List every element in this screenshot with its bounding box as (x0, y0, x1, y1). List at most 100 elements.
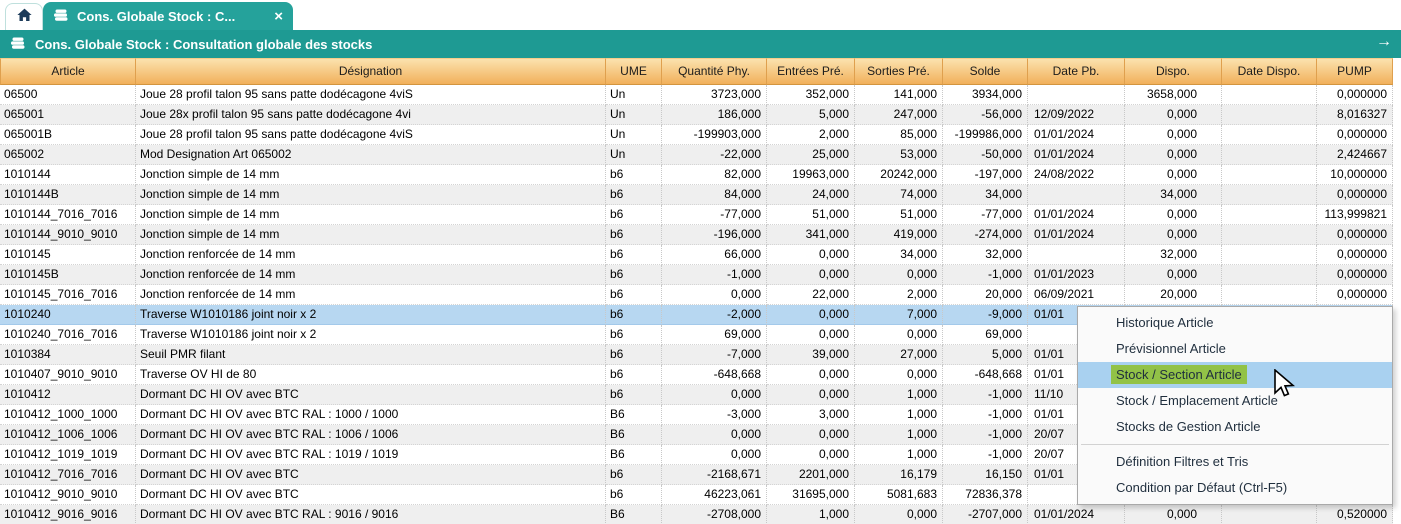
cell-dispo: 34,000 (1125, 185, 1222, 205)
cell-designation: Joue 28x profil talon 95 sans patte dodé… (136, 105, 606, 125)
cell-sorties-pre: 5081,683 (855, 485, 943, 505)
cell-solde: -274,000 (943, 225, 1028, 245)
table-row-1010407-9010-9010[interactable]: 1010407_9010_9010 Traverse OV HI de 80 b6-… (0, 365, 1393, 385)
cell-ume: b6 (606, 305, 662, 325)
cell-entrees-pre: 341,000 (767, 225, 855, 245)
cell-date-dispo (1222, 225, 1317, 245)
menu-item-definition-filtres-et-tris[interactable]: Définition Filtres et Tris (1078, 449, 1392, 475)
menu-item-historique-article[interactable]: Historique Article (1078, 310, 1392, 336)
cell-sorties-pre: 7,000 (855, 305, 943, 325)
cell-quantite-phy: 46223,061 (662, 485, 767, 505)
table-row-1010144-9010-9010[interactable]: 1010144_9010_9010 Jonction simple de 14 m… (0, 225, 1393, 245)
table-row-1010412-1006-1006[interactable]: 1010412_1006_1006 Dormant DC HI OV avec B… (0, 425, 1393, 445)
cell-sorties-pre: 1,000 (855, 445, 943, 465)
column-header-entrees-pre[interactable]: Entrées Pré. (767, 58, 855, 85)
cell-date-pb: 01/01/2023 (1028, 265, 1125, 285)
cell-solde: -77,000 (943, 205, 1028, 225)
column-header-quantite-phy[interactable]: Quantité Phy. (662, 58, 767, 85)
cell-article: 1010145_7016_7016 (0, 285, 136, 305)
cell-entrees-pre: 0,000 (767, 325, 855, 345)
menu-item-label: Condition par Défaut (Ctrl-F5) (1116, 480, 1288, 495)
cell-sorties-pre: 0,000 (855, 325, 943, 345)
menu-item-stock-section-article[interactable]: Stock / Section Article (1078, 362, 1392, 388)
table-row-1010412-7016-7016[interactable]: 1010412_7016_7016 Dormant DC HI OV avec B… (0, 465, 1393, 485)
column-header-article[interactable]: Article (0, 58, 136, 85)
menu-item-condition-par-defaut-ctrl-f5[interactable]: Condition par Défaut (Ctrl-F5) (1078, 475, 1392, 501)
cell-pump: 2,424667 (1317, 145, 1393, 165)
menu-item-label: Stocks de Gestion Article (1116, 419, 1261, 434)
column-header-date-pb[interactable]: Date Pb. (1028, 58, 1125, 85)
tab-home[interactable] (5, 3, 43, 30)
cell-quantite-phy: 84,000 (662, 185, 767, 205)
cell-quantite-phy: 82,000 (662, 165, 767, 185)
table-row-1010412-9010-9010[interactable]: 1010412_9010_9010 Dormant DC HI OV avec B… (0, 485, 1393, 505)
cell-date-dispo (1222, 245, 1317, 265)
menu-separator (1081, 444, 1389, 445)
table-row-1010384[interactable]: 1010384 Seuil PMR filant b6 -7,000 39,000 27,… (0, 345, 1393, 365)
cell-solde: 20,000 (943, 285, 1028, 305)
cell-dispo: 20,000 (1125, 285, 1222, 305)
column-header-ume[interactable]: UME (606, 58, 662, 85)
cell-designation: Joue 28 profil talon 95 sans patte dodéc… (136, 85, 606, 105)
column-header-date-dispo[interactable]: Date Dispo. (1222, 58, 1317, 85)
cell-solde: 16,150 (943, 465, 1028, 485)
home-icon (16, 7, 33, 28)
cell-solde: -1,000 (943, 385, 1028, 405)
table-row-1010145-7016-7016[interactable]: 1010145_7016_7016 Jonction renforcée de 1… (0, 285, 1393, 305)
close-icon[interactable]: × (274, 7, 283, 25)
table-row-1010144b[interactable]: 1010144B Jonction simple de 14 mm b6 84,000… (0, 185, 1393, 205)
column-header-sorties-pre[interactable]: Sorties Pré. (855, 58, 943, 85)
menu-item-stocks-de-gestion-article[interactable]: Stocks de Gestion Article (1078, 414, 1392, 440)
cell-quantite-phy: 0,000 (662, 285, 767, 305)
cell-solde: -9,000 (943, 305, 1028, 325)
cell-article: 1010240 (0, 305, 136, 325)
cell-article: 1010412_1019_1019 (0, 445, 136, 465)
cell-entrees-pre: 31695,000 (767, 485, 855, 505)
cell-pump: 0,000000 (1317, 245, 1393, 265)
cell-entrees-pre: 352,000 (767, 85, 855, 105)
cell-quantite-phy: 66,000 (662, 245, 767, 265)
table-row-065002[interactable]: 065002 Mod Designation Art 065002 Un -22,00… (0, 145, 1393, 165)
table-row-1010412[interactable]: 1010412 Dormant DC HI OV avec BTC b6 0,000 0… (0, 385, 1393, 405)
cell-pump: 0,000000 (1317, 125, 1393, 145)
cell-ume: Un (606, 145, 662, 165)
cell-entrees-pre: 5,000 (767, 105, 855, 125)
cell-dispo: 0,000 (1125, 265, 1222, 285)
cell-date-pb: 01/01/2024 (1028, 225, 1125, 245)
column-header-solde[interactable]: Solde (943, 58, 1028, 85)
table-row-1010412-1000-1000[interactable]: 1010412_1000_1000 Dormant DC HI OV avec B… (0, 405, 1393, 425)
cell-date-pb (1028, 245, 1125, 265)
right-arrow-icon[interactable]: → (1376, 33, 1392, 50)
column-header-designation[interactable]: Désignation (136, 58, 606, 85)
table-row-06500[interactable]: 06500 Joue 28 profil talon 95 sans patte … (0, 85, 1393, 105)
menu-item-label: Définition Filtres et Tris (1116, 454, 1249, 469)
cell-pump: 8,016327 (1317, 105, 1393, 125)
cell-entrees-pre: 0,000 (767, 305, 855, 325)
table-row-065001[interactable]: 065001 Joue 28x profil talon 95 sans patt… (0, 105, 1393, 125)
tab-bar: Cons. Globale Stock : C... × (0, 0, 1401, 30)
cell-article: 1010145B (0, 265, 136, 285)
table-row-065001b[interactable]: 065001B Joue 28 profil talon 95 sans patt… (0, 125, 1393, 145)
cell-ume: b6 (606, 485, 662, 505)
tab-active[interactable]: Cons. Globale Stock : C... × (43, 2, 293, 30)
menu-item-stock-emplacement-article[interactable]: Stock / Emplacement Article (1078, 388, 1392, 414)
cell-article: 1010145 (0, 245, 136, 265)
column-header-dispo[interactable]: Dispo. (1125, 58, 1222, 85)
cell-entrees-pre: 1,000 (767, 505, 855, 524)
cell-ume: b6 (606, 185, 662, 205)
cell-article: 065001B (0, 125, 136, 145)
table-row-1010144-7016-7016[interactable]: 1010144_7016_7016 Jonction simple de 14 m… (0, 205, 1393, 225)
cell-designation: Traverse OV HI de 80 (136, 365, 606, 385)
cell-quantite-phy: 0,000 (662, 425, 767, 445)
table-row-1010412-9016-9016[interactable]: 1010412_9016_9016 Dormant DC HI OV avec B… (0, 505, 1393, 524)
table-row-1010145[interactable]: 1010145 Jonction renforcée de 14 mm b6 66,0… (0, 245, 1393, 265)
cell-article: 065001 (0, 105, 136, 125)
menu-item-previsionnel-article[interactable]: Prévisionnel Article (1078, 336, 1392, 362)
cell-dispo: 3658,000 (1125, 85, 1222, 105)
table-row-1010145b[interactable]: 1010145B Jonction renforcée de 14 mm b6 -1,… (0, 265, 1393, 285)
table-row-1010144[interactable]: 1010144 Jonction simple de 14 mm b6 82,000 1… (0, 165, 1393, 185)
cell-entrees-pre: 19963,000 (767, 165, 855, 185)
cell-article: 06500 (0, 85, 136, 105)
column-header-pump[interactable]: PUMP (1317, 58, 1393, 85)
